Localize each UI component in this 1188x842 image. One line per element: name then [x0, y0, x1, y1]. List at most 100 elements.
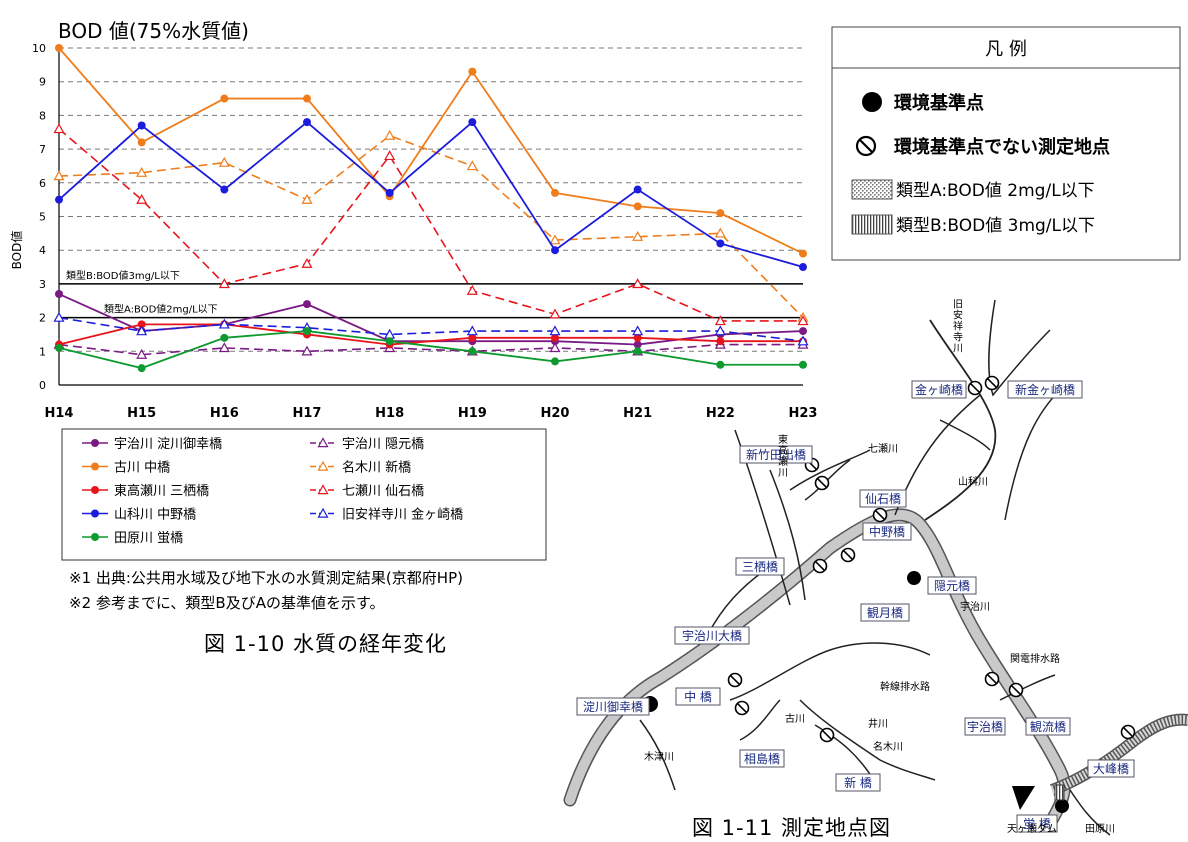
map-station-label: 観月橋	[860, 603, 910, 622]
data-point	[799, 249, 807, 258]
data-point	[303, 300, 311, 309]
map-river-label: 幹線排水路	[880, 680, 930, 693]
data-point	[714, 315, 726, 326]
filled-circle-icon	[862, 92, 882, 112]
map-legend-item-label: 類型A:BOD値 2mg/L以下	[896, 181, 1095, 201]
svg-text:大峰橋: 大峰橋	[1093, 762, 1129, 776]
prohibited-circle-icon	[819, 727, 835, 743]
data-point	[549, 234, 561, 245]
map-legend-item-label: 類型B:BOD値 3mg/L以下	[896, 216, 1095, 236]
map-river-label: 田原川	[1085, 823, 1115, 835]
svg-text:宇治川大橋: 宇治川大橋	[682, 629, 742, 643]
legend-label: 七瀬川 仙石橋	[342, 484, 424, 499]
map-river-label: 山科川	[958, 475, 988, 488]
map-station-label: 淀川御幸橋	[576, 697, 650, 716]
legend-label: 東高瀬川 三栖橋	[114, 483, 209, 499]
legend-entry: 山科川 中野橋	[82, 508, 196, 523]
legend-label: 名木川 新橋	[342, 460, 411, 476]
data-point	[549, 342, 561, 353]
legend-entry: 七瀬川 仙石橋	[310, 484, 424, 499]
y-tick-label: 2	[39, 312, 46, 325]
reference-note: ※2 参考までに、類型B及びAの基準値を示す。	[69, 594, 385, 612]
svg-text:宇治橋: 宇治橋	[967, 720, 1003, 734]
filled-circle-icon	[1055, 799, 1069, 813]
y-tick-label: 5	[39, 211, 46, 224]
series-line	[58, 323, 803, 346]
x-tick-label: H17	[293, 406, 322, 421]
data-point	[55, 290, 63, 299]
data-point	[468, 333, 477, 342]
legend-label: 宇治川 隠元橋	[342, 437, 424, 452]
prohibited-circle-icon	[814, 475, 830, 491]
map-station-label: 仙石橋	[859, 489, 907, 508]
svg-text:観流橋: 観流橋	[1030, 720, 1066, 734]
data-point	[385, 337, 394, 346]
data-point	[468, 67, 477, 76]
chart-title: BOD 値(75%水質値)	[58, 19, 249, 43]
legend-marker	[317, 484, 329, 495]
chart-axes	[58, 48, 803, 386]
data-point	[385, 188, 394, 197]
data-point	[799, 327, 807, 336]
data-point	[797, 315, 809, 326]
data-point	[632, 230, 644, 241]
data-point	[137, 364, 146, 373]
y-tick-label: 8	[39, 109, 46, 122]
x-tick-label: H21	[623, 406, 652, 421]
legend-entry: 宇治川 淀川御幸橋	[82, 437, 222, 452]
y-tick-label: 10	[32, 42, 46, 55]
legend-marker	[91, 462, 99, 471]
data-point	[549, 325, 561, 336]
data-point	[55, 343, 63, 352]
svg-text:隠元橋: 隠元橋	[934, 579, 970, 593]
data-point	[303, 118, 311, 127]
x-tick-label: H20	[541, 406, 570, 421]
legend-entry: 旧安祥寺川 金ヶ崎橋	[310, 507, 463, 523]
prohibited-circle-icon	[727, 672, 743, 688]
prohibited-circle-icon	[1120, 724, 1136, 740]
legend-entry: 名木川 新橋	[310, 460, 411, 476]
map-station-label: 宇治川大橋	[674, 626, 750, 645]
data-point	[218, 278, 230, 289]
svg-text:中 橋: 中 橋	[684, 689, 712, 704]
map-station-label: 隠元橋	[927, 576, 977, 595]
map-station-label: 蛍 橋	[1016, 814, 1058, 833]
data-point	[797, 335, 809, 346]
reference-line-label: 類型A:BOD値2mg/L以下	[104, 303, 218, 316]
data-point	[632, 278, 644, 289]
data-point	[218, 318, 230, 329]
prohibited-circle-icon	[855, 135, 877, 157]
prohibited-circle-icon	[1008, 682, 1024, 698]
data-point	[53, 170, 65, 181]
data-point	[384, 150, 396, 161]
data-point	[55, 44, 63, 52]
data-point	[136, 325, 148, 336]
map-legend: 凡 例 環境基準点 環境基準点でない測定地点 類型A:BOD値 2mg/L以下 …	[831, 26, 1181, 261]
legend-marker	[91, 533, 99, 541]
y-tick-label: 3	[39, 278, 46, 291]
series-line	[58, 47, 804, 255]
data-point	[466, 325, 478, 336]
map-station-label: 新金ヶ崎橋	[1007, 380, 1083, 399]
series-line	[58, 134, 804, 319]
data-point	[303, 327, 311, 336]
data-point	[466, 284, 478, 295]
x-tick-label: H19	[458, 406, 487, 421]
dam-triangle-icon	[1012, 786, 1035, 810]
data-point	[551, 357, 559, 366]
data-point	[716, 360, 725, 369]
series-line	[58, 316, 804, 342]
series-line	[58, 293, 804, 346]
svg-text:観月橋: 観月橋	[867, 606, 903, 620]
map-river-label: 天ヶ瀬ダム	[1007, 822, 1057, 835]
legend-entry: 宇治川 隠元橋	[310, 437, 424, 452]
legend-marker	[317, 460, 329, 471]
data-point	[551, 333, 559, 342]
legend-entry: 古川 中橋	[82, 461, 170, 476]
prohibited-circle-icon	[812, 558, 828, 574]
series-6	[53, 123, 809, 326]
map-station-label: 中 橋	[675, 687, 721, 706]
data-point	[632, 325, 644, 336]
